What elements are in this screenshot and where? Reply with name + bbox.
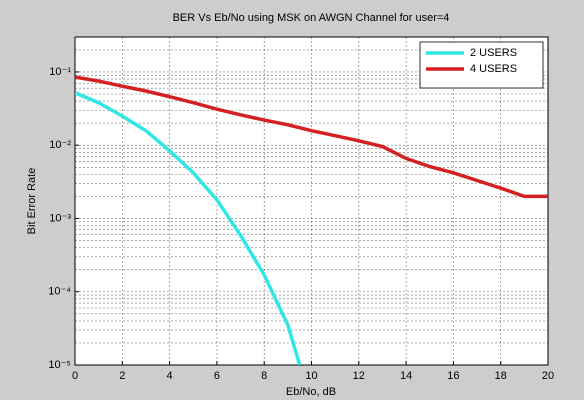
x-tick-label: 4 <box>167 370 173 382</box>
x-axis-label: Eb/No, dB <box>286 386 336 398</box>
series-line <box>75 91 302 365</box>
legend-label: 2 USERS <box>470 47 517 59</box>
x-tick-label: 8 <box>261 370 267 382</box>
x-tick-label: 2 <box>119 370 125 382</box>
x-tick-label: 20 <box>542 370 554 382</box>
x-tick-label: 18 <box>495 370 507 382</box>
x-tick-label: 12 <box>353 370 365 382</box>
y-tick-label: 10⁻⁴ <box>48 286 71 298</box>
legend-label: 4 USERS <box>470 63 517 75</box>
y-tick-label: 10⁻³ <box>49 212 71 224</box>
x-tick-label: 6 <box>214 370 220 382</box>
y-tick-label: 10⁻² <box>49 139 71 151</box>
axes-box <box>74 36 549 366</box>
y-axis-label: Bit Error Rate <box>26 168 38 235</box>
x-tick-label: 10 <box>305 370 317 382</box>
x-tick-label: 0 <box>72 370 78 382</box>
x-tick-label: 16 <box>447 370 459 382</box>
x-tick-label: 14 <box>400 370 412 382</box>
legend-box <box>419 41 544 89</box>
chart-title: BER Vs Eb/No using MSK on AWGN Channel f… <box>173 12 450 24</box>
series-line <box>75 75 548 199</box>
y-tick-label: 10⁻⁵ <box>48 359 71 371</box>
y-tick-label: 10⁻¹ <box>49 66 71 78</box>
